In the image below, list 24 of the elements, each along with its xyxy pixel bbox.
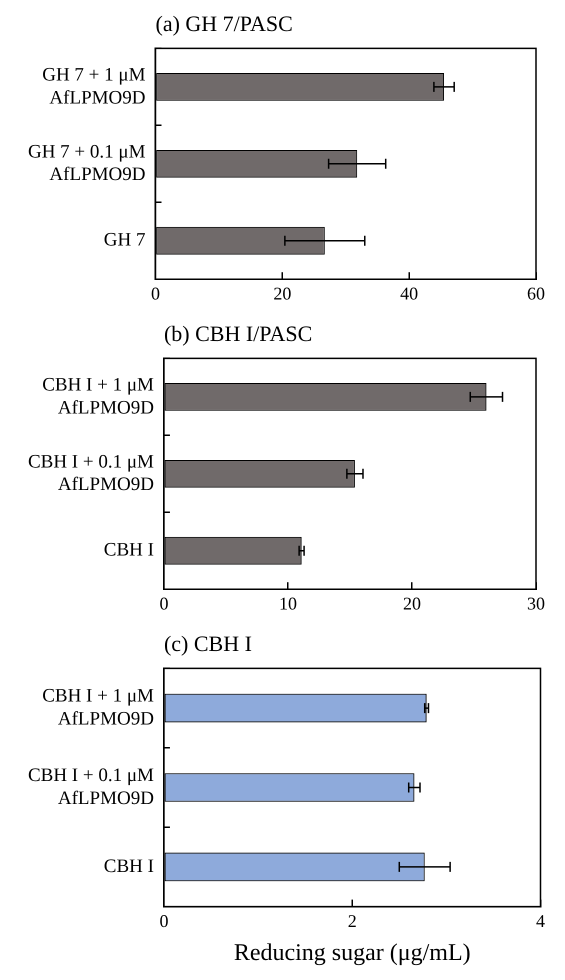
y-tick-label: GH 7 + 0.1 μM AfLPMO9D [28, 141, 146, 186]
chart-title: (c) CBH I [164, 630, 252, 656]
y-tick-label: CBH I [104, 540, 154, 561]
x-tick-label: 4 [536, 911, 545, 932]
x-tick-label: 20 [402, 594, 421, 614]
x-tick-label: 60 [527, 284, 545, 304]
y-tick-label: CBH I + 0.1 μM AfLPMO9D [28, 765, 154, 809]
y-tick-label: CBH I + 1 μM AfLPMO9D [42, 374, 154, 418]
chart-title: (b) CBH I/PASC [164, 320, 312, 346]
y-tick-label: GH 7 [104, 230, 146, 251]
y-tick-label: CBH I + 0.1 μM AfLPMO9D [28, 451, 154, 496]
chart-title: (a) GH 7/PASC [155, 10, 293, 36]
y-tick-label: CBH I + 1 μM AfLPMO9D [42, 686, 154, 730]
x-axis-title: Reducing sugar (μg/mL) [234, 940, 471, 966]
x-tick-label: 20 [273, 284, 292, 304]
y-tick-label: CBH I [104, 856, 154, 877]
x-tick-label: 40 [400, 284, 418, 304]
x-tick-label: 0 [150, 284, 160, 304]
x-tick-label: 10 [278, 594, 297, 614]
x-tick-label: 30 [527, 594, 545, 614]
y-tick-label: GH 7 + 1 μM AfLPMO9D [42, 64, 146, 108]
x-tick-label: 0 [159, 911, 168, 932]
x-tick-label: 2 [348, 911, 357, 932]
x-tick-label: 0 [159, 594, 168, 614]
